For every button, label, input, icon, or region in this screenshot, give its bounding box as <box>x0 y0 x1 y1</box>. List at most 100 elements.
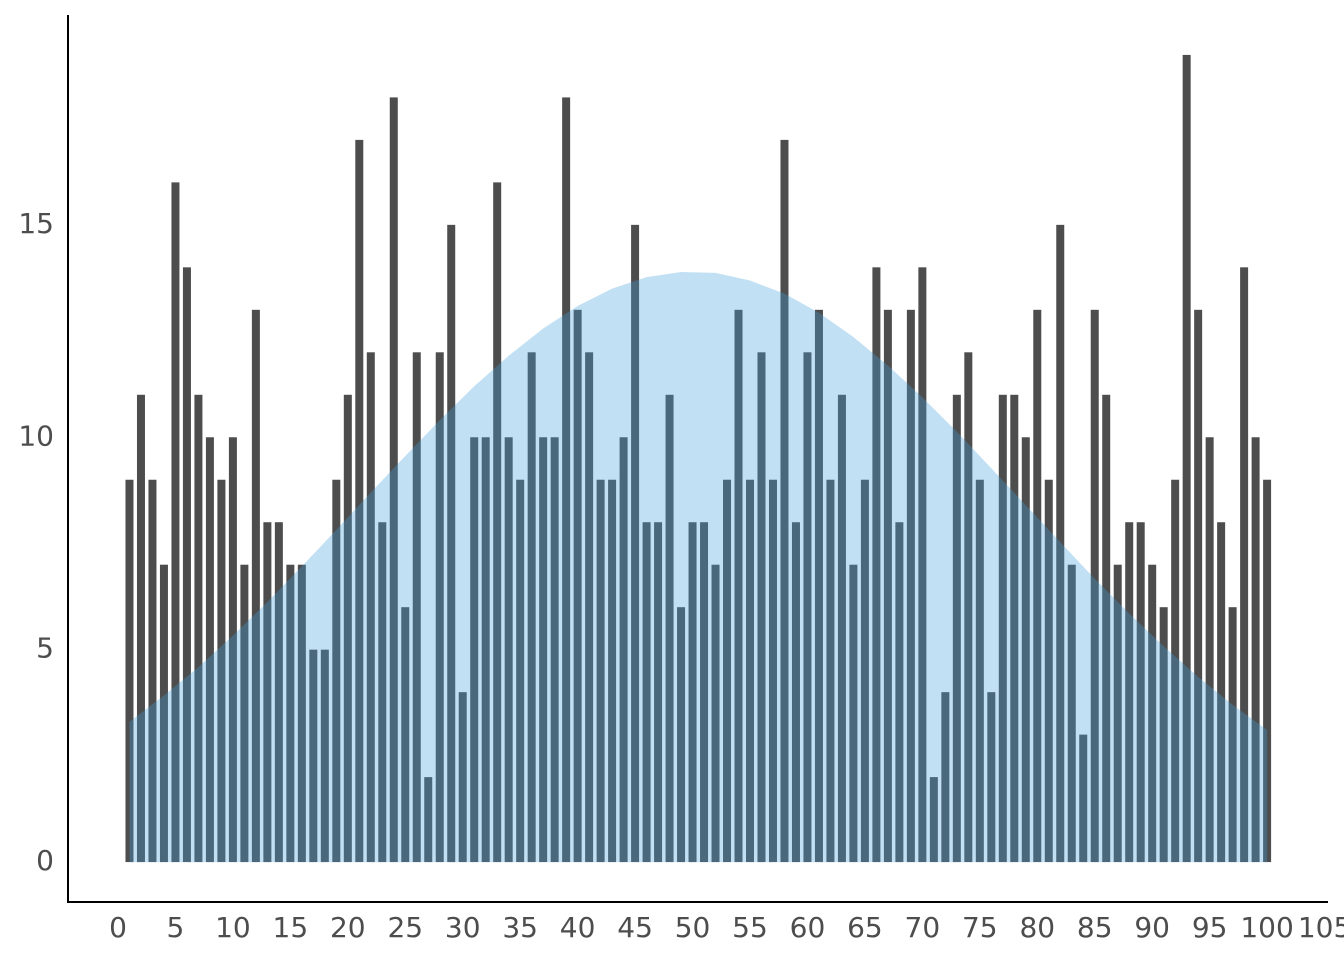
x-tick-label: 75 <box>962 911 998 944</box>
x-tick-label: 25 <box>387 911 423 944</box>
bar <box>1044 479 1053 863</box>
bar <box>1033 309 1042 863</box>
bar <box>837 394 846 863</box>
x-tick-label: 85 <box>1077 911 1113 944</box>
bar <box>378 522 387 863</box>
bar <box>320 649 329 863</box>
bar <box>412 352 421 863</box>
bar <box>389 97 398 863</box>
x-tick-label: 20 <box>330 911 366 944</box>
x-tick-label: 10 <box>215 911 251 944</box>
bar <box>964 352 973 863</box>
y-tick-label: 0 <box>36 844 54 877</box>
bar <box>1102 394 1111 863</box>
bar <box>366 352 375 863</box>
bar <box>171 182 180 863</box>
bar <box>309 649 318 863</box>
bar <box>711 564 720 863</box>
bar <box>1182 54 1191 863</box>
bar <box>1228 607 1237 863</box>
y-tick-label: 10 <box>18 419 54 452</box>
bar <box>217 479 226 863</box>
bar <box>1205 437 1214 863</box>
x-tick-label: 45 <box>617 911 653 944</box>
bar <box>194 394 203 863</box>
bar <box>1090 309 1099 863</box>
bar <box>1171 479 1180 863</box>
bar <box>182 267 191 863</box>
bar <box>1125 522 1134 863</box>
bar <box>1217 522 1226 863</box>
x-tick-label: 80 <box>1019 911 1055 944</box>
bar <box>826 479 835 863</box>
bar <box>481 437 490 863</box>
x-tick-label: 65 <box>847 911 883 944</box>
bar <box>136 394 145 863</box>
bar <box>435 352 444 863</box>
bar <box>688 522 697 863</box>
bar <box>447 224 456 863</box>
bar <box>780 139 789 863</box>
bar <box>286 564 295 863</box>
bar <box>791 522 800 863</box>
bar <box>493 182 502 863</box>
bar <box>1113 564 1122 863</box>
x-tick-label: 0 <box>109 911 127 944</box>
bar <box>757 352 766 863</box>
x-tick-label: 5 <box>167 911 185 944</box>
bar <box>745 479 754 863</box>
x-tick-label: 60 <box>790 911 826 944</box>
bar <box>470 437 479 863</box>
bar <box>527 352 536 863</box>
x-tick-label: 55 <box>732 911 768 944</box>
bar <box>860 479 869 863</box>
bar <box>1079 734 1088 863</box>
bar <box>975 479 984 863</box>
bar <box>941 692 950 863</box>
bar <box>872 267 881 863</box>
bar <box>125 479 134 863</box>
bar <box>263 522 272 863</box>
bar <box>1021 437 1030 863</box>
bar <box>424 777 433 863</box>
bar <box>654 522 663 863</box>
bar <box>1194 309 1203 863</box>
bar <box>539 437 548 863</box>
bar <box>1159 607 1168 863</box>
area <box>129 272 1268 863</box>
y-tick-label: 5 <box>36 632 54 665</box>
bar <box>918 267 927 863</box>
bar <box>608 479 617 863</box>
x-tick-label: 40 <box>560 911 596 944</box>
x-tick-label: 30 <box>445 911 481 944</box>
bar <box>665 394 674 863</box>
bar <box>458 692 467 863</box>
bar <box>1067 564 1076 863</box>
bar <box>1136 522 1145 863</box>
bar <box>700 522 709 863</box>
bar <box>274 522 283 863</box>
bar <box>677 607 686 863</box>
bar <box>1148 564 1157 863</box>
bar <box>596 479 605 863</box>
bar <box>1263 479 1272 863</box>
bar <box>895 522 904 863</box>
y-tick-label: 15 <box>18 207 54 240</box>
x-tick-label: 50 <box>675 911 711 944</box>
bar <box>1251 437 1260 863</box>
bar <box>883 309 892 863</box>
bar <box>631 224 640 863</box>
bar <box>1010 394 1019 863</box>
bar <box>550 437 559 863</box>
x-tick-label: 35 <box>502 911 538 944</box>
bar <box>1056 224 1065 863</box>
bar <box>343 394 352 863</box>
x-tick-label: 100 <box>1240 911 1293 944</box>
x-tick-label: 15 <box>273 911 309 944</box>
bar <box>332 479 341 863</box>
bar <box>562 97 571 863</box>
bar <box>723 479 732 863</box>
bar <box>642 522 651 863</box>
bar <box>814 309 823 863</box>
